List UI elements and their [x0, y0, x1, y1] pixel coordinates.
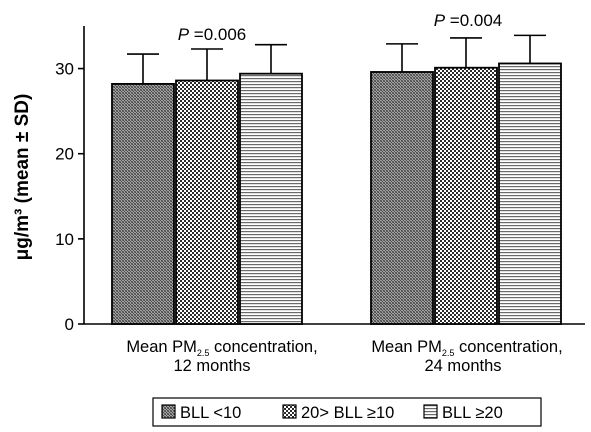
legend-label-bll-10-to-20: 20> BLL ≥10 [301, 404, 394, 422]
legend-label-bll-over-20: BLL ≥20 [442, 404, 503, 422]
legend-swatch-bll-under-10 [161, 404, 176, 419]
y-tick-label-30: 30 [55, 60, 74, 79]
y-tick-label-20: 20 [55, 145, 74, 164]
legend-box [152, 397, 542, 427]
bar-bll-under-10-12-months [111, 82, 175, 325]
bar-bll-10-to-20-24-months [434, 66, 498, 325]
bars [111, 34, 562, 325]
category-label-12-months: Mean PM2.5 concentration, [126, 338, 317, 358]
y-axis-title: μg/m³ (mean ± SD) [12, 94, 33, 261]
bar-bll-over-20-24-months [498, 62, 562, 325]
category-label-24-months: Mean PM2.5 concentration, [371, 338, 562, 358]
legend: BLL <10 20> BLL ≥10 BLL ≥20 [152, 397, 542, 427]
legend-label-bll-under-10: BLL <10 [180, 404, 241, 422]
p-value-annotation-24-months: P =0.004 [434, 11, 503, 30]
category-label-24-months-line2: 24 months [424, 357, 501, 375]
y-tick-label-0: 0 [65, 315, 74, 334]
legend-swatch-bll-10-to-20 [282, 404, 297, 419]
bar-bll-over-20-12-months [239, 72, 303, 325]
y-tick-label-10: 10 [55, 230, 74, 249]
category-label-12-months-line2: 12 months [173, 357, 250, 375]
p-value-annotation-12-months: P =0.006 [178, 25, 247, 44]
bar-bll-10-to-20-12-months [175, 79, 239, 325]
y-ticks: 0 10 20 30 [55, 60, 84, 334]
bar-bll-under-10-24-months [370, 71, 434, 325]
legend-swatch-bll-over-20 [423, 404, 438, 419]
